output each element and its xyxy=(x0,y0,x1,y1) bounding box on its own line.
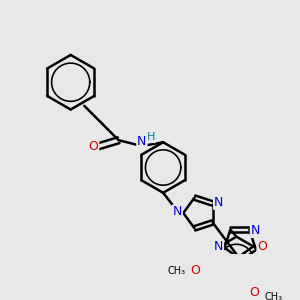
Text: O: O xyxy=(250,286,260,299)
Text: N: N xyxy=(172,206,182,218)
Text: N: N xyxy=(137,135,147,148)
Text: O: O xyxy=(190,264,200,277)
Text: O: O xyxy=(88,140,98,153)
Text: CH₃: CH₃ xyxy=(167,266,185,275)
Text: N: N xyxy=(214,240,223,253)
Text: CH₃: CH₃ xyxy=(265,292,283,300)
Text: N: N xyxy=(214,196,223,209)
Text: O: O xyxy=(257,240,267,253)
Text: N: N xyxy=(251,224,260,237)
Text: H: H xyxy=(147,132,155,142)
